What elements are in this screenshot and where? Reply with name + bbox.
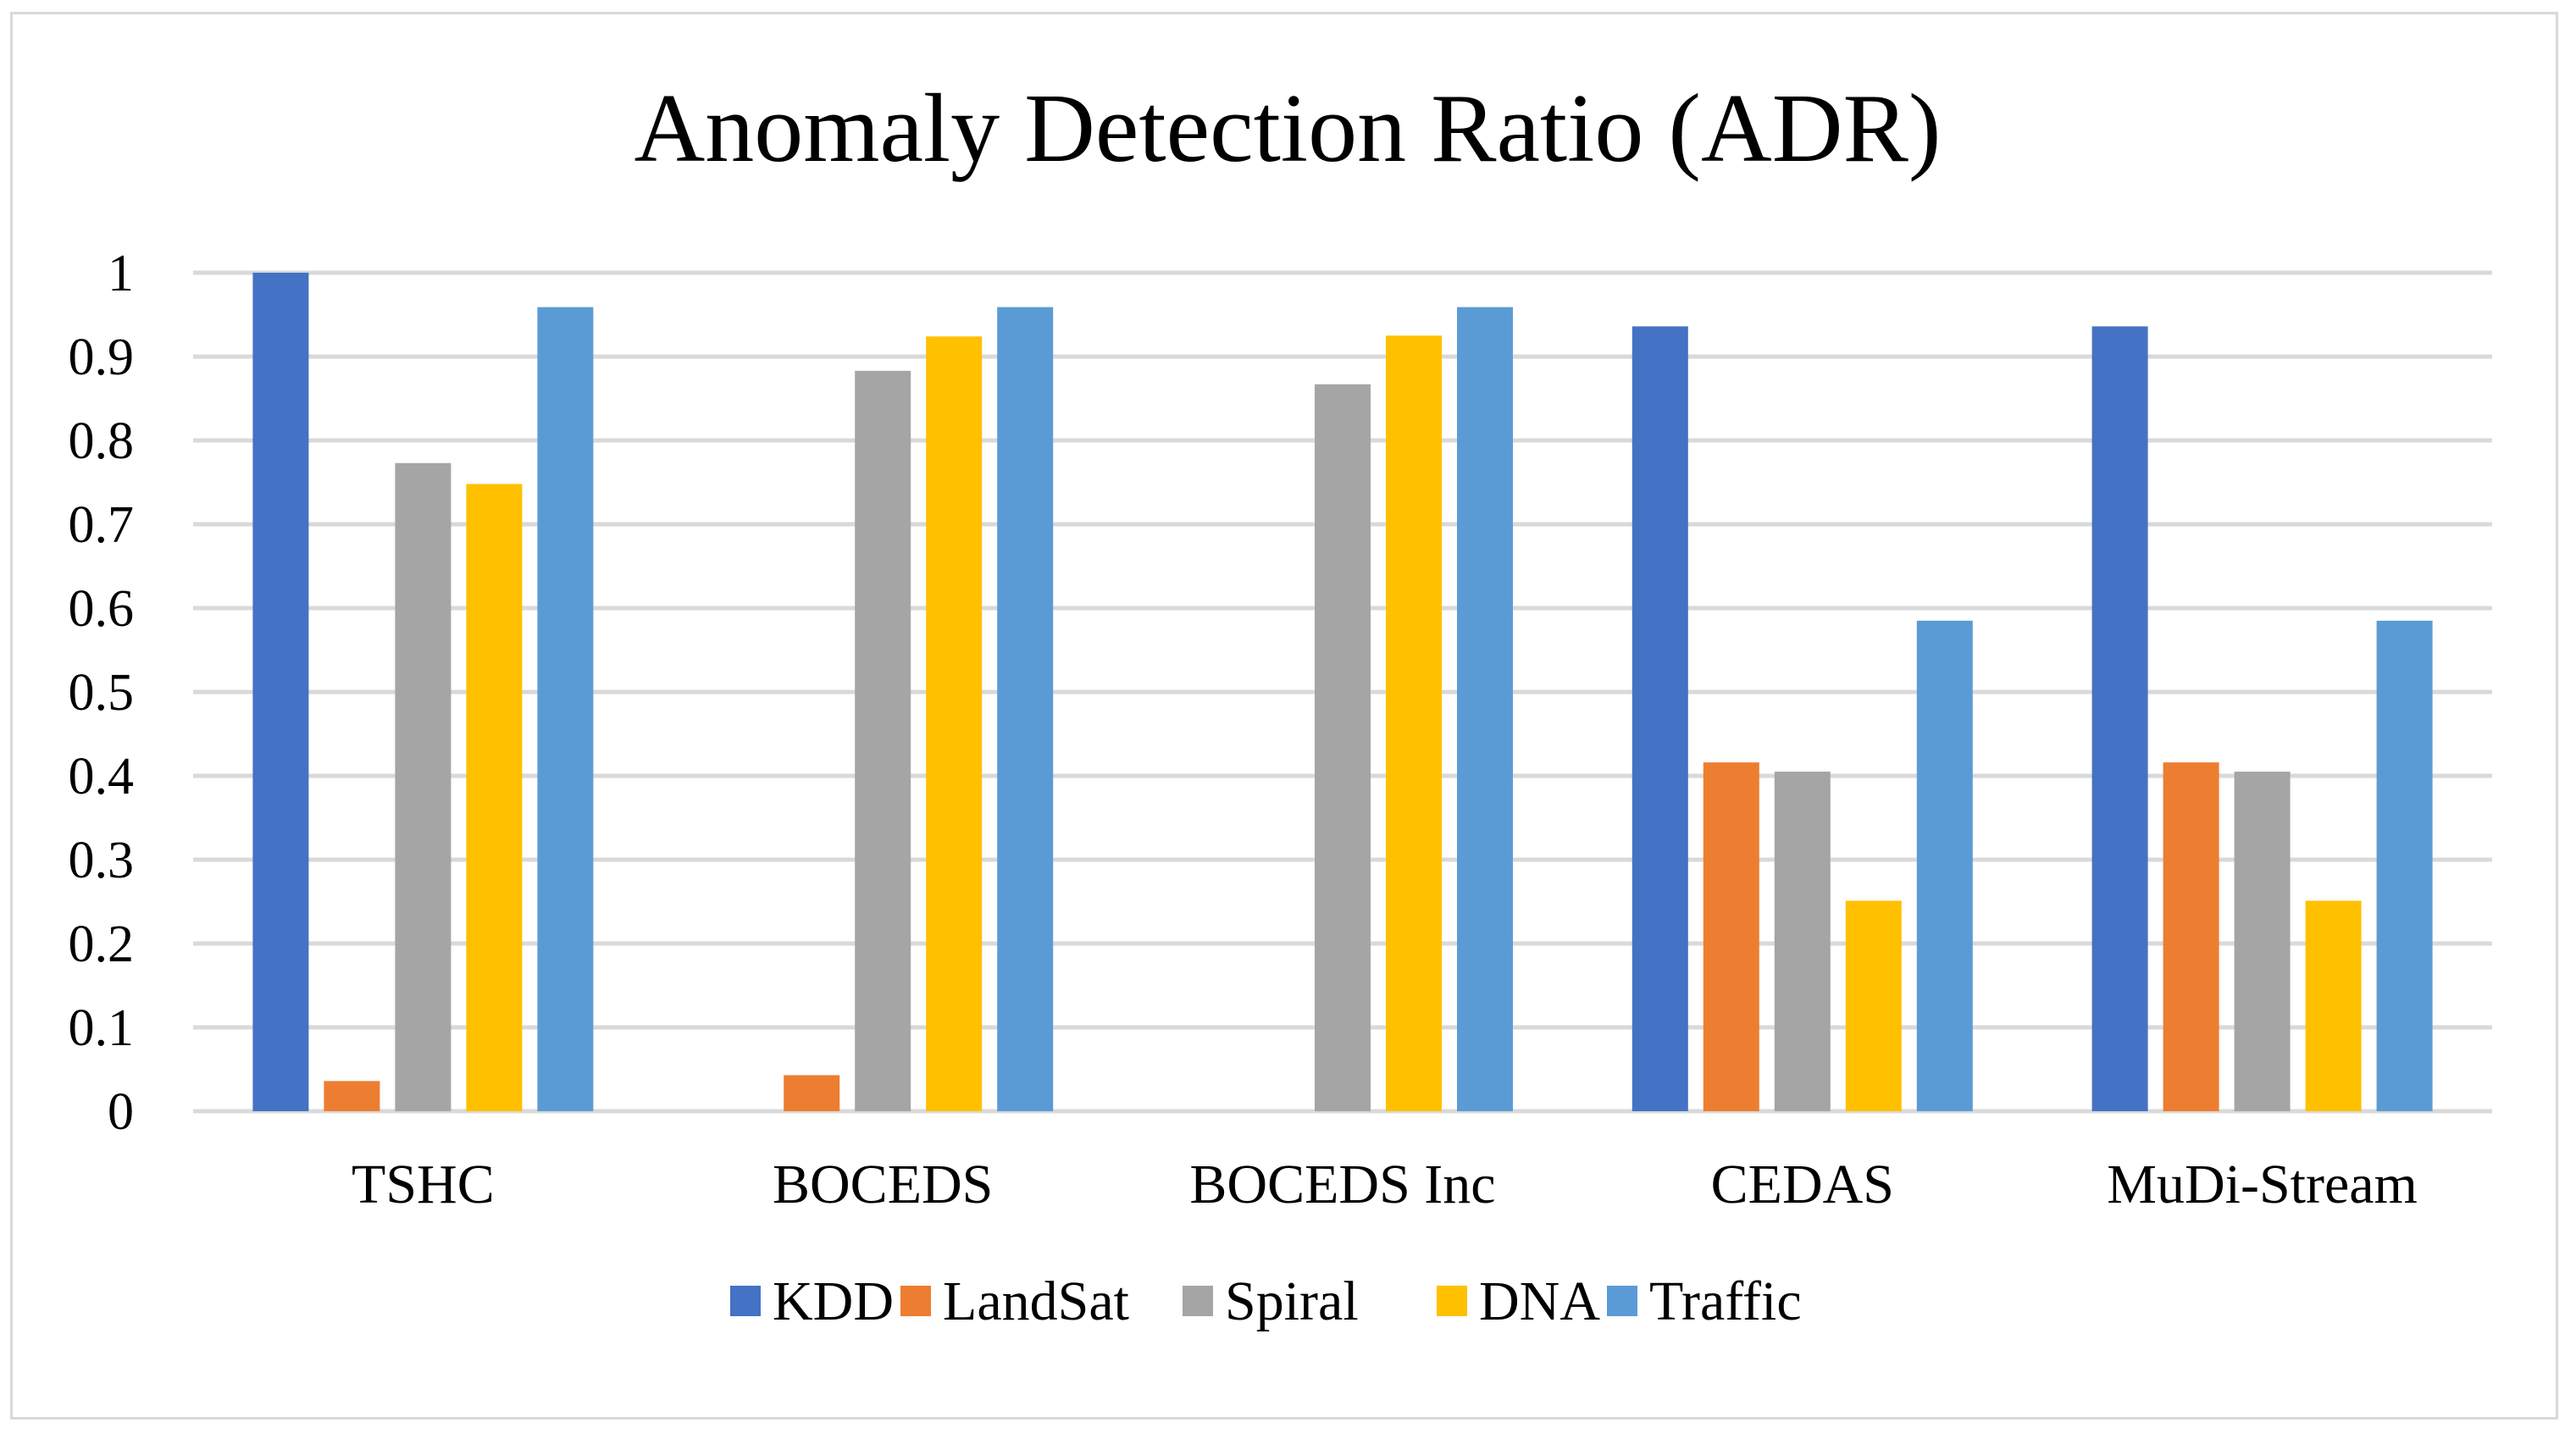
bar-traffic-cedas (1916, 620, 1973, 1111)
y-tick-label: 1 (108, 245, 134, 302)
y-tick-label: 0.8 (69, 412, 135, 470)
y-tick-label: 0.3 (69, 832, 135, 889)
bar-spiral-tshc (395, 462, 451, 1111)
bar-spiral-boceds (855, 370, 911, 1112)
chart-title: Anomaly Detection Ratio (ADR) (634, 75, 1941, 183)
legend-swatch-landsat (900, 1286, 931, 1316)
bar-dna-boceds-inc (1386, 335, 1442, 1111)
bar-landsat-mudi-stream (2163, 762, 2219, 1111)
legend-swatch-traffic (1607, 1286, 1637, 1316)
legend-swatch-dna (1437, 1286, 1467, 1316)
y-tick-label: 0.7 (69, 496, 135, 554)
bar-kdd-tshc (252, 273, 309, 1111)
x-category-label: BOCEDS (773, 1154, 993, 1215)
y-tick-label: 0 (108, 1083, 134, 1141)
bar-dna-boceds (926, 336, 983, 1111)
y-tick-label: 0.5 (69, 664, 135, 722)
bar-traffic-boceds (997, 307, 1054, 1112)
bars (252, 273, 2433, 1112)
legend-swatch-spiral (1183, 1286, 1213, 1316)
bar-dna-tshc (466, 484, 523, 1111)
x-category-label: TSHC (352, 1154, 495, 1215)
bar-spiral-boceds-inc (1315, 384, 1371, 1111)
legend-label-kdd: KDD (773, 1270, 894, 1332)
bar-kdd-cedas (1631, 326, 1688, 1111)
legend-label-spiral: Spiral (1225, 1270, 1359, 1332)
bar-spiral-mudi-stream (2234, 772, 2291, 1111)
bar-landsat-cedas (1703, 762, 1759, 1111)
bar-spiral-cedas (1774, 772, 1831, 1111)
bar-traffic-tshc (537, 307, 594, 1112)
legend-label-landsat: LandSat (943, 1270, 1129, 1332)
bar-dna-mudi-stream (2305, 900, 2362, 1111)
bar-dna-cedas (1845, 900, 1902, 1111)
y-tick-label: 0.4 (69, 748, 135, 805)
y-axis-ticks: 0 0.1 0.2 0.3 0.4 0.5 0.6 0.7 0.8 0.9 1 (69, 245, 135, 1141)
x-category-label: BOCEDS Inc (1189, 1154, 1495, 1215)
legend-label-dna: DNA (1479, 1270, 1600, 1332)
y-tick-label: 0.2 (69, 916, 135, 973)
y-tick-label: 0.6 (69, 580, 135, 638)
bar-traffic-mudi-stream (2376, 620, 2433, 1111)
bar-traffic-boceds-inc (1457, 307, 1513, 1112)
legend: KDD LandSat Spiral DNA Traffic (730, 1270, 1802, 1332)
legend-label-traffic: Traffic (1649, 1270, 1802, 1332)
x-category-label: CEDAS (1711, 1154, 1894, 1215)
bar-landsat-tshc (324, 1081, 380, 1111)
x-category-label: MuDi-Stream (2107, 1154, 2418, 1215)
bar-kdd-mudi-stream (2091, 326, 2148, 1111)
y-tick-label: 0.9 (69, 329, 135, 386)
y-tick-label: 0.1 (69, 999, 135, 1057)
legend-swatch-kdd (730, 1286, 761, 1316)
bar-landsat-boceds (784, 1075, 840, 1111)
x-axis-categories: TSHC BOCEDS BOCEDS Inc CEDAS MuDi-Stream (352, 1154, 2418, 1215)
